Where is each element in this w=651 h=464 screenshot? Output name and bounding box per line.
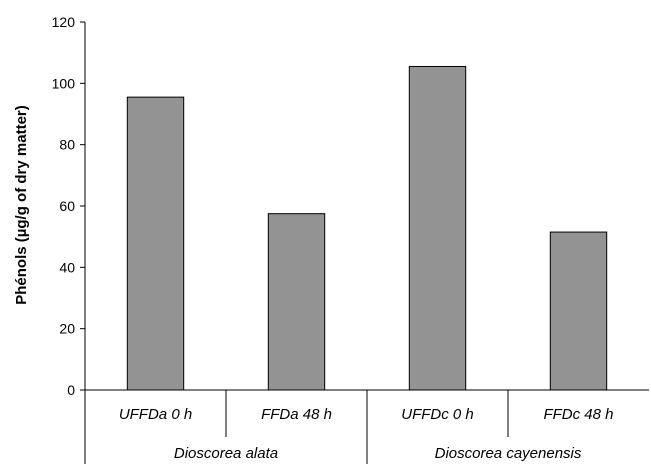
y-tick-label: 60 bbox=[59, 198, 75, 214]
group-label: Dioscorea alata bbox=[174, 445, 278, 462]
bar bbox=[549, 231, 608, 391]
category-label: FFDa 48 h bbox=[261, 406, 332, 423]
category-label: UFFDc 0 h bbox=[401, 406, 474, 423]
bar bbox=[126, 96, 185, 391]
plot-area: 0 20 40 60 80 100 120 UFFDa 0 h FFDa 48 h UFFDc 0… bbox=[52, 14, 649, 464]
y-axis-title: Phénols (µg/g of dry matter) bbox=[13, 105, 30, 305]
bar bbox=[267, 213, 326, 391]
category-label: FFDc 48 h bbox=[543, 406, 613, 423]
y-tick-label: 40 bbox=[59, 259, 75, 275]
group-label: Dioscorea cayenensis bbox=[435, 445, 582, 462]
bar bbox=[408, 65, 467, 391]
y-tick-label: 80 bbox=[59, 137, 75, 153]
y-tick-label: 100 bbox=[52, 75, 76, 91]
y-tick-label: 0 bbox=[67, 382, 75, 398]
y-tick-label: 120 bbox=[52, 14, 76, 30]
y-tick-label: 20 bbox=[59, 321, 75, 337]
category-label: UFFDa 0 h bbox=[119, 406, 192, 423]
